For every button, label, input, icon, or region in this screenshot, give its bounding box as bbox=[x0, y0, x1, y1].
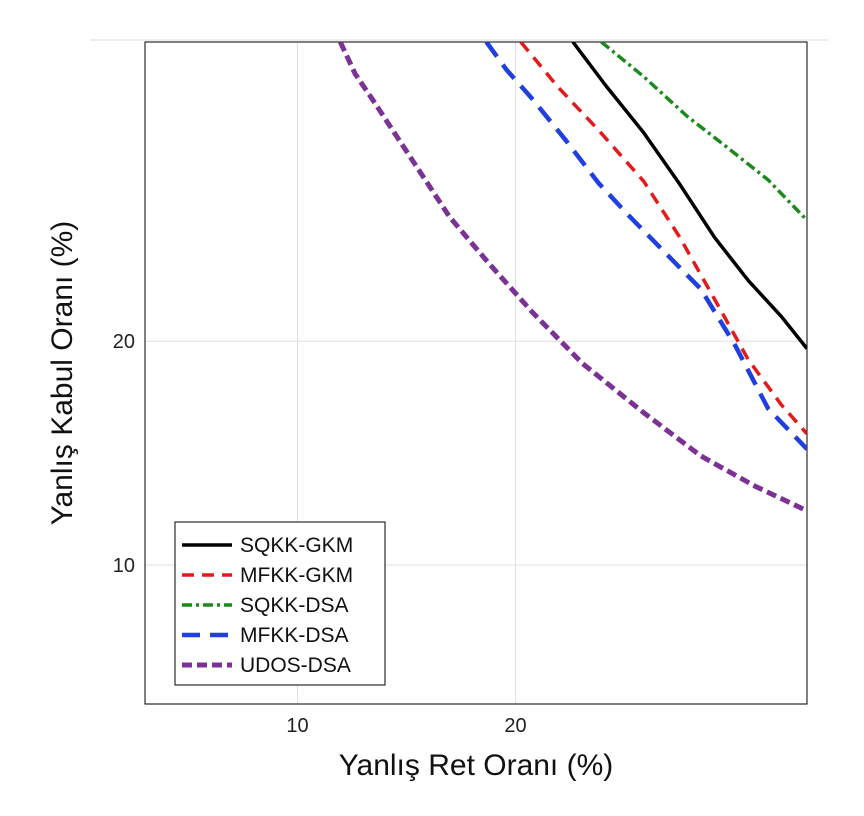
legend-label: SQKK-GKM bbox=[240, 534, 353, 557]
y-tick-label: 20 bbox=[113, 331, 135, 353]
y-tick-label: 10 bbox=[113, 555, 135, 577]
legend: SQKK-GKM MFKK-GKM SQKK-DSA MFKK-DSA UDOS-DSA bbox=[174, 521, 386, 686]
series-line-mfkk-dsa bbox=[484, 42, 807, 451]
series-line-mfkk-gkm bbox=[519, 42, 807, 435]
series-line-udos-dsa bbox=[338, 42, 807, 514]
series-layer bbox=[338, 42, 807, 514]
plot-frame bbox=[144, 41, 808, 705]
tick-labels: 10 20 10 20 bbox=[113, 331, 527, 737]
x-tick-label: 20 bbox=[504, 715, 526, 737]
legend-label: MFKK-DSA bbox=[240, 624, 349, 647]
legend-label: MFKK-GKM bbox=[240, 564, 353, 587]
series-line-sqkk-dsa bbox=[600, 42, 807, 222]
x-tick-label: 10 bbox=[286, 715, 308, 737]
x-axis-title: Yanlış Ret Oranı (%) bbox=[339, 749, 614, 782]
legend-label: SQKK-DSA bbox=[240, 594, 349, 617]
series-line-sqkk-gkm bbox=[571, 42, 807, 350]
legend-label: UDOS-DSA bbox=[240, 654, 351, 677]
y-axis-title: Yanlış Kabul Oranı (%) bbox=[46, 221, 79, 526]
